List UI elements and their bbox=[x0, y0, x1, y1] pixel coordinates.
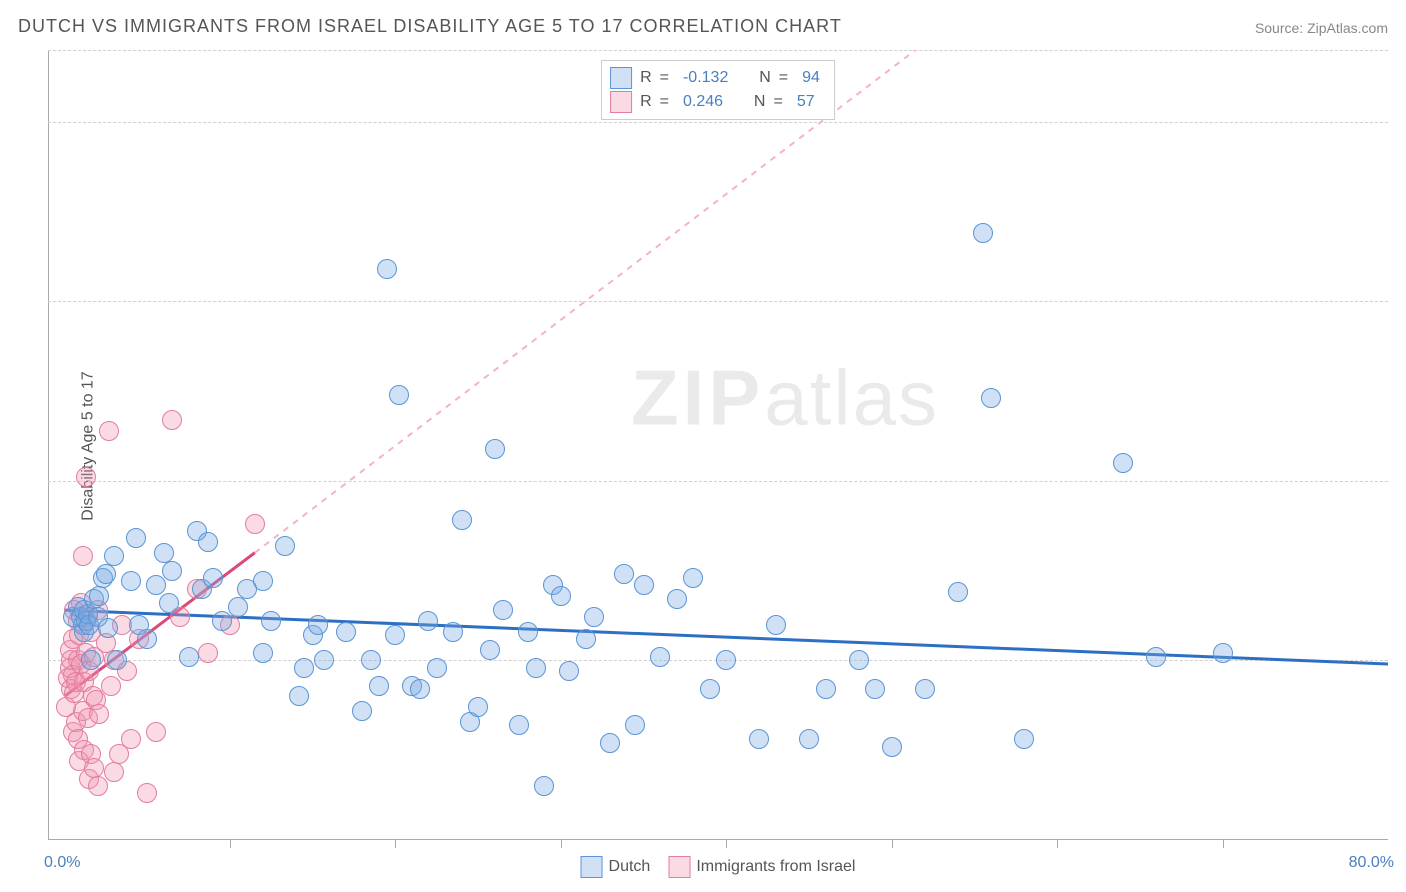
x-tick bbox=[1223, 840, 1224, 848]
y-tick-label: 15.0% bbox=[1398, 292, 1406, 310]
dutch-swatch bbox=[581, 856, 603, 878]
r-label: R bbox=[640, 93, 652, 111]
trend-line bbox=[65, 553, 255, 697]
x-axis-min-label: 0.0% bbox=[44, 854, 80, 872]
dutch-swatch bbox=[610, 67, 632, 89]
y-tick-label: 20.0% bbox=[1398, 113, 1406, 131]
trend-lines-svg bbox=[48, 50, 1388, 840]
eq: = bbox=[660, 69, 669, 87]
israel-swatch bbox=[610, 91, 632, 113]
source-citation: Source: ZipAtlas.com bbox=[1255, 20, 1388, 36]
legend-item-dutch: Dutch bbox=[581, 856, 651, 878]
x-tick bbox=[726, 840, 727, 848]
israel-n-value: 57 bbox=[797, 93, 815, 111]
y-tick-label: 10.0% bbox=[1398, 472, 1406, 490]
x-tick bbox=[1057, 840, 1058, 848]
source-name: ZipAtlas.com bbox=[1307, 20, 1388, 36]
israel-r-value: 0.246 bbox=[683, 93, 723, 111]
series-legend: Dutch Immigrants from Israel bbox=[581, 856, 856, 878]
plot-area: 5.0%10.0%15.0%20.0% 0.0% 80.0% ZIPatlas … bbox=[48, 50, 1388, 840]
legend-row-dutch: R = -0.132 N = 94 bbox=[610, 67, 826, 89]
dutch-n-value: 94 bbox=[802, 69, 820, 87]
x-tick bbox=[561, 840, 562, 848]
chart-title: DUTCH VS IMMIGRANTS FROM ISRAEL DISABILI… bbox=[18, 16, 842, 37]
eq: = bbox=[779, 69, 788, 87]
correlation-legend: R = -0.132 N = 94 R = 0.246 N = 57 bbox=[601, 60, 835, 120]
x-tick bbox=[395, 840, 396, 848]
israel-label: Immigrants from Israel bbox=[696, 858, 855, 876]
source-prefix: Source: bbox=[1255, 20, 1307, 36]
x-tick bbox=[230, 840, 231, 848]
y-tick-label: 5.0% bbox=[1398, 651, 1406, 669]
israel-swatch bbox=[668, 856, 690, 878]
n-label: N bbox=[754, 93, 766, 111]
n-label: N bbox=[759, 69, 771, 87]
dutch-label: Dutch bbox=[609, 858, 651, 876]
x-axis-max-label: 80.0% bbox=[1349, 854, 1394, 872]
eq: = bbox=[773, 93, 782, 111]
x-tick bbox=[892, 840, 893, 848]
legend-row-israel: R = 0.246 N = 57 bbox=[610, 91, 826, 113]
r-label: R bbox=[640, 69, 652, 87]
eq: = bbox=[660, 93, 669, 111]
trend-line bbox=[255, 50, 1057, 553]
dutch-r-value: -0.132 bbox=[683, 69, 728, 87]
legend-item-israel: Immigrants from Israel bbox=[668, 856, 855, 878]
trend-line bbox=[65, 610, 1388, 664]
